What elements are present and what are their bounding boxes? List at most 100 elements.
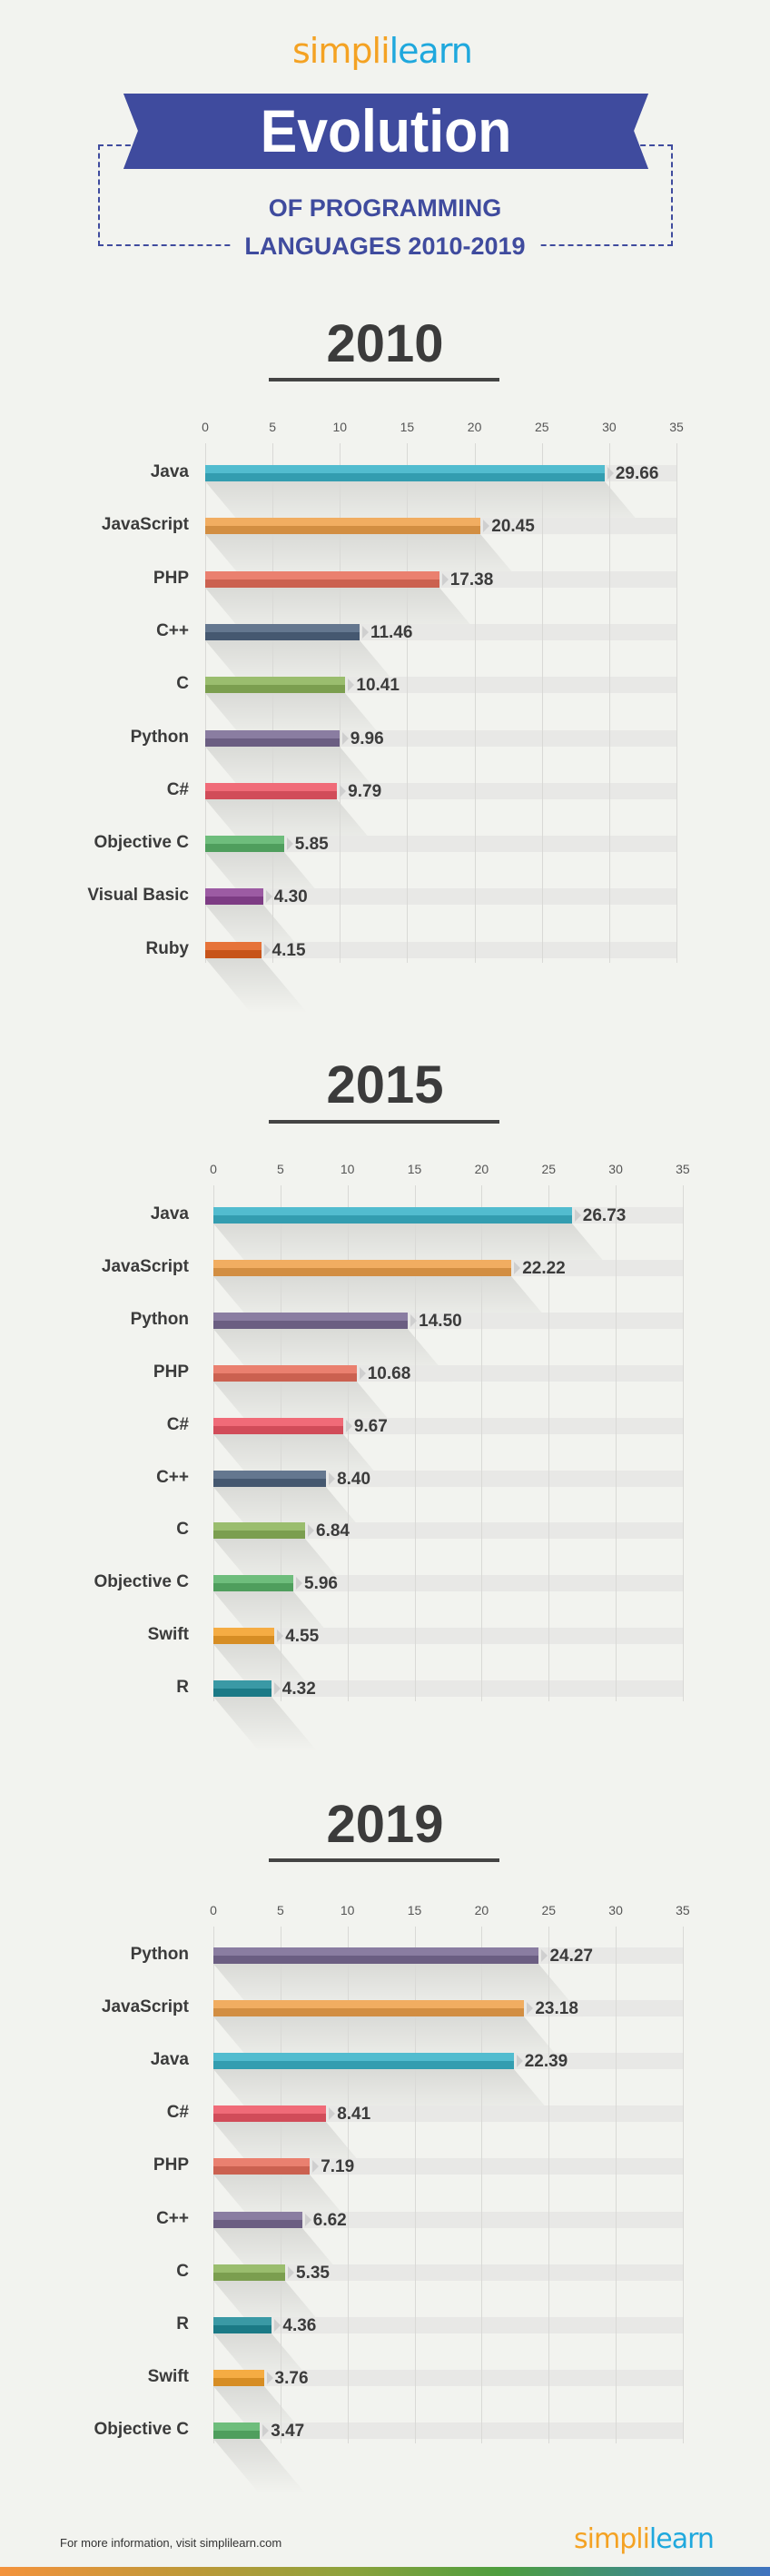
data-label: 14.50 (410, 1311, 462, 1331)
simplilearn-logo: simplilearn (292, 31, 473, 71)
category-label: Ruby (145, 938, 190, 958)
category-label: PHP (153, 1362, 189, 1382)
chart-title: 2015 (326, 1055, 444, 1115)
bar-shadow (213, 2438, 306, 2493)
bar-highlight (213, 2369, 264, 2378)
bar (213, 1312, 409, 1329)
axis-tick-label: 15 (407, 1162, 422, 1176)
grid-line (272, 443, 274, 963)
category-label: Python (130, 727, 189, 747)
grid-line (205, 443, 206, 963)
bar-highlight (213, 2105, 327, 2115)
data-label: 6.84 (308, 1521, 350, 1541)
axis-tick-label: 25 (541, 1162, 557, 1176)
bar-highlight (205, 836, 284, 845)
bar-highlight (213, 1312, 409, 1321)
bar (213, 1470, 327, 1487)
category-label: JavaScript (101, 1256, 189, 1276)
bar-highlight (213, 1575, 294, 1584)
bar (205, 782, 338, 799)
bar-highlight (213, 1207, 572, 1215)
bar-highlight (213, 2000, 525, 2009)
bar (213, 2316, 272, 2333)
bar (213, 1947, 539, 1964)
axis-tick-label: 35 (669, 420, 684, 434)
category-label: Visual Basic (87, 886, 189, 906)
data-label: 5.96 (296, 1574, 338, 1594)
data-label: 4.30 (265, 887, 308, 907)
axis-tick-label: 10 (340, 1903, 355, 1917)
grid-line (616, 1185, 617, 1702)
bar-highlight (213, 1628, 275, 1637)
bar-highlight (213, 1470, 327, 1479)
bar-highlight (213, 2264, 286, 2273)
axis-tick-label: 35 (676, 1903, 690, 1917)
grid-line (608, 443, 610, 963)
subtitle-line1-text: OF PROGRAMMING (255, 194, 515, 222)
bar-track (213, 2158, 683, 2175)
data-label: 7.19 (312, 2157, 355, 2177)
title-underline (269, 378, 499, 381)
category-label: PHP (153, 568, 189, 588)
category-label: Java (150, 1204, 189, 1224)
bar (205, 836, 284, 853)
bar (205, 677, 346, 694)
bar (205, 518, 481, 535)
category-label: C++ (156, 1467, 189, 1487)
data-label: 29.66 (607, 464, 659, 483)
category-label: Java (150, 462, 189, 481)
bar (205, 623, 360, 640)
data-label: 10.68 (359, 1363, 411, 1383)
data-label: 4.55 (277, 1627, 320, 1647)
bar (213, 1575, 294, 1592)
data-label: 10.41 (348, 676, 400, 696)
data-label: 24.27 (541, 1947, 593, 1966)
category-label: R (176, 2313, 189, 2333)
category-label: PHP (153, 2155, 189, 2175)
bar-track (213, 2369, 683, 2386)
bar (213, 2264, 286, 2281)
data-label: 4.15 (263, 940, 306, 960)
bar-highlight (213, 2422, 261, 2431)
bar (213, 1417, 343, 1434)
bar-highlight (213, 1947, 539, 1956)
bar (205, 888, 263, 906)
title-underline (269, 1120, 499, 1124)
axis-tick-label: 0 (210, 1903, 217, 1917)
subtitle-line2-text: LANGUAGES 2010-2019 (232, 233, 538, 260)
category-label: Objective C (94, 2419, 189, 2439)
category-label: C# (166, 779, 189, 799)
bar-highlight (213, 2053, 514, 2062)
grid-line (548, 1185, 550, 1702)
bar-highlight (213, 1259, 512, 1268)
grid-line (682, 1927, 684, 2443)
category-label: C (176, 1520, 189, 1540)
bar-track (213, 1522, 683, 1540)
axis-tick-label: 30 (602, 420, 617, 434)
bar-track (213, 1628, 683, 1645)
category-label: JavaScript (101, 1997, 189, 2017)
bar-track (213, 2422, 683, 2439)
bar-highlight (213, 1522, 306, 1531)
axis-tick-label: 5 (276, 1162, 284, 1176)
bar-track (213, 1680, 683, 1698)
data-label: 20.45 (483, 517, 535, 537)
bar-track (213, 1575, 683, 1592)
bar (213, 1522, 306, 1540)
bar (213, 1364, 357, 1382)
axis-tick-label: 0 (202, 420, 209, 434)
chart-title: 2019 (326, 1795, 444, 1854)
grid-line (414, 1927, 416, 2443)
bar-highlight (205, 729, 340, 738)
bar-highlight (213, 1364, 357, 1373)
bar-track (213, 2211, 683, 2228)
grid-line (213, 1185, 214, 1702)
bar (205, 941, 262, 958)
grid-line (616, 1927, 617, 2443)
bar (213, 2000, 525, 2017)
grid-line (340, 443, 341, 963)
bar-highlight (205, 570, 439, 580)
footer-color-strip (0, 2567, 770, 2576)
data-label: 5.35 (288, 2263, 330, 2283)
bar-track (213, 2264, 683, 2281)
